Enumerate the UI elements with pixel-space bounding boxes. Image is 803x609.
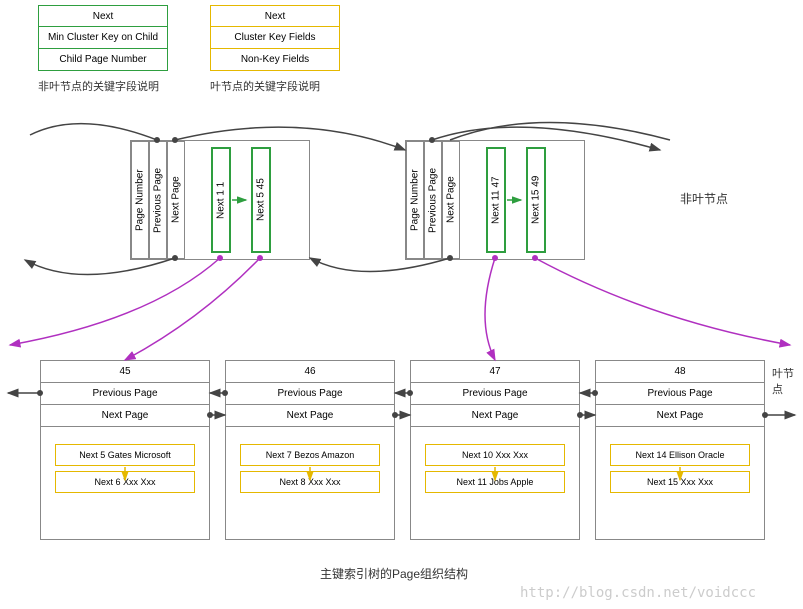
legend-leaf-label: 叶节点的关键字段说明	[210, 78, 320, 94]
leaf-node: 47 Previous Page Next Page Next 10 Xxx X…	[410, 360, 580, 540]
internal-entry: Next 11 47	[486, 147, 506, 253]
leaf-entry: Next 11 Jobs Apple	[425, 471, 565, 493]
col-page-number: Page Number	[131, 141, 149, 259]
leaf-next-page: Next Page	[226, 405, 394, 427]
col-next-page: Next Page	[442, 141, 460, 259]
leaf-next-page: Next Page	[411, 405, 579, 427]
legend-leaf-row: Non-Key Fields	[210, 49, 340, 71]
leaf-entry: Next 7 Bezos Amazon	[240, 444, 380, 466]
leaf-previous-page: Previous Page	[41, 383, 209, 405]
internal-node: Page Number Previous Page Next Page Next…	[405, 140, 585, 260]
internal-entry: Next 15 49	[526, 147, 546, 253]
leaf-entry: Next 5 Gates Microsoft	[55, 444, 195, 466]
col-previous-page: Previous Page	[424, 141, 442, 259]
col-next-page: Next Page	[167, 141, 185, 259]
legend-nonleaf-label: 非叶节点的关键字段说明	[38, 78, 159, 94]
leaf-entry: Next 10 Xxx Xxx	[425, 444, 565, 466]
internal-node-label: 非叶节点	[680, 190, 728, 207]
leaf-entry: Next 15 Xxx Xxx	[610, 471, 750, 493]
legend-nonleaf-row: Next	[38, 5, 168, 27]
leaf-page-number: 48	[596, 361, 764, 383]
internal-node: Page Number Previous Page Next Page Next…	[130, 140, 310, 260]
leaf-previous-page: Previous Page	[596, 383, 764, 405]
leaf-page-number: 46	[226, 361, 394, 383]
legend-nonleaf: Next Min Cluster Key on Child Child Page…	[38, 5, 168, 71]
leaf-entry: Next 14 Ellison Oracle	[610, 444, 750, 466]
leaf-node: 48 Previous Page Next Page Next 14 Ellis…	[595, 360, 765, 540]
leaf-next-page: Next Page	[596, 405, 764, 427]
leaf-previous-page: Previous Page	[226, 383, 394, 405]
diagram-caption: 主键索引树的Page组织结构	[320, 565, 468, 582]
legend-leaf: Next Cluster Key Fields Non-Key Fields	[210, 5, 340, 71]
leaf-previous-page: Previous Page	[411, 383, 579, 405]
legend-leaf-row: Next	[210, 5, 340, 27]
leaf-next-page: Next Page	[41, 405, 209, 427]
leaf-page-number: 45	[41, 361, 209, 383]
legend-leaf-row: Cluster Key Fields	[210, 27, 340, 49]
internal-entry: Next 5 45	[251, 147, 271, 253]
legend-nonleaf-row: Min Cluster Key on Child	[38, 27, 168, 49]
leaf-node: 45 Previous Page Next Page Next 5 Gates …	[40, 360, 210, 540]
col-page-number: Page Number	[406, 141, 424, 259]
legend-nonleaf-row: Child Page Number	[38, 49, 168, 71]
leaf-entry: Next 8 Xxx Xxx	[240, 471, 380, 493]
leaf-node-label: 叶节点	[772, 365, 803, 397]
leaf-entry: Next 6 Xxx Xxx	[55, 471, 195, 493]
leaf-page-number: 47	[411, 361, 579, 383]
col-previous-page: Previous Page	[149, 141, 167, 259]
watermark: http://blog.csdn.net/voidccc	[520, 585, 756, 601]
leaf-node: 46 Previous Page Next Page Next 7 Bezos …	[225, 360, 395, 540]
internal-entry: Next 1 1	[211, 147, 231, 253]
